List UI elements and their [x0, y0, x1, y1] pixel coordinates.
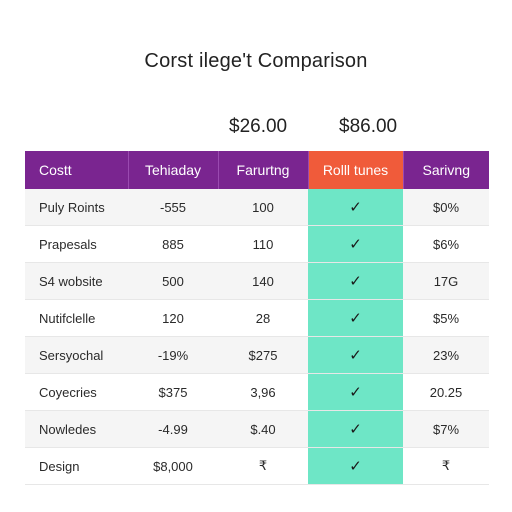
table-cell: 23% — [403, 336, 489, 374]
table-cell: $.40 — [218, 410, 308, 448]
check-icon: ✓ — [308, 299, 403, 337]
check-icon: ✓ — [308, 225, 403, 263]
table-cell: ₹ — [403, 447, 489, 485]
row-label: Nutifclelle — [25, 299, 128, 337]
check-icon: ✓ — [308, 262, 403, 300]
table-cell: 3,96 — [218, 373, 308, 411]
row-label: Design — [25, 447, 128, 485]
table-cell: 20.25 — [403, 373, 489, 411]
table-header-row: Costt Tehiaday Farurtng Rolll tunes Sari… — [25, 151, 489, 189]
table-row: Prapesals 885 110 ✓ $6% — [25, 225, 489, 263]
column-header-highlighted: Rolll tunes — [308, 151, 404, 189]
row-label: Sersyochal — [25, 336, 128, 374]
table-cell: -19% — [128, 336, 218, 374]
page-title: Corst ilege't Comparison — [144, 50, 368, 72]
price-label-2: $86.00 — [339, 116, 398, 137]
table-cell: $0% — [403, 189, 489, 226]
row-label: Puly Roints — [25, 189, 128, 226]
table-cell: $275 — [218, 336, 308, 374]
table-cell: -4.99 — [128, 410, 218, 448]
check-icon: ✓ — [308, 336, 403, 374]
table-cell: $6% — [403, 225, 489, 263]
column-header-farurtng: Farurtng — [218, 151, 309, 189]
table-row: Sersyochal -19% $275 ✓ 23% — [25, 336, 489, 374]
column-header-sarivng: Sarivng — [403, 151, 489, 189]
table-cell: $375 — [128, 373, 218, 411]
table-row: Coyecries $375 3,96 ✓ 20.25 — [25, 373, 489, 411]
column-header-cost: Costt — [25, 151, 129, 189]
row-label: Coyecries — [25, 373, 128, 411]
table-cell: 110 — [218, 225, 308, 263]
table-cell: 500 — [128, 262, 218, 300]
table-cell: $5% — [403, 299, 489, 337]
table-cell: 140 — [218, 262, 308, 300]
table-cell: -555 — [128, 189, 218, 226]
row-label: Nowledes — [25, 410, 128, 448]
table-row: Puly Roints -555 100 ✓ $0% — [25, 189, 489, 226]
table-cell: 120 — [128, 299, 218, 337]
table-cell: $8,000 — [128, 447, 218, 485]
table-cell: 17G — [403, 262, 489, 300]
table-cell: ₹ — [218, 447, 308, 485]
column-header-tehiaday: Tehiaday — [128, 151, 219, 189]
table-row: Nutifclelle 120 28 ✓ $5% — [25, 299, 489, 337]
check-icon: ✓ — [308, 189, 403, 226]
check-icon: ✓ — [308, 410, 403, 448]
table-cell: 28 — [218, 299, 308, 337]
table-row: Design $8,000 ₹ ✓ ₹ — [25, 447, 489, 485]
comparison-table: Costt Tehiaday Farurtng Rolll tunes Sari… — [25, 151, 489, 485]
check-icon: ✓ — [308, 373, 403, 411]
table-row: S4 wobsite 500 140 ✓ 17G — [25, 262, 489, 300]
price-label-1: $26.00 — [229, 116, 288, 137]
table-cell: 885 — [128, 225, 218, 263]
row-label: S4 wobsite — [25, 262, 128, 300]
check-icon: ✓ — [308, 447, 403, 485]
table-cell: $7% — [403, 410, 489, 448]
row-label: Prapesals — [25, 225, 128, 263]
table-row: Nowledes -4.99 $.40 ✓ $7% — [25, 410, 489, 448]
table-cell: 100 — [218, 189, 308, 226]
